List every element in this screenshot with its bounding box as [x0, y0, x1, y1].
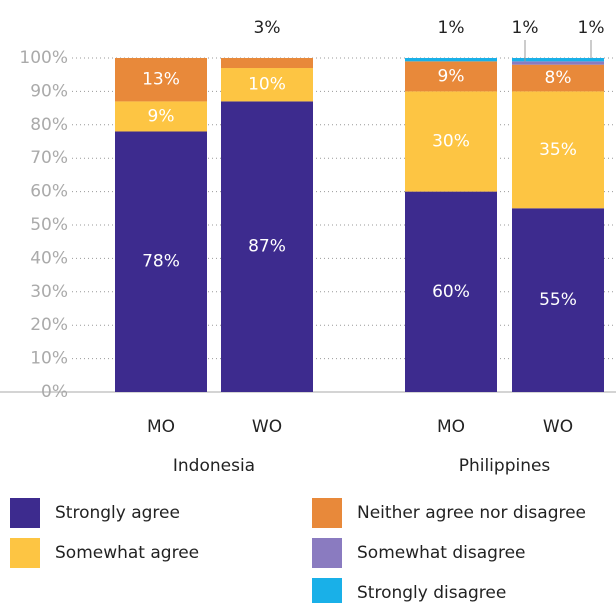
x-tick-label: WO — [252, 417, 282, 437]
group-label: Philippines — [459, 456, 551, 476]
bar-segment — [512, 61, 604, 65]
bar-segment — [115, 101, 207, 132]
legend-swatch — [312, 498, 342, 528]
x-tick-label: WO — [543, 417, 573, 437]
y-tick-label: 60% — [30, 182, 68, 202]
data-label: 1% — [578, 18, 605, 38]
legend-swatch — [10, 498, 40, 528]
y-tick-label: 10% — [30, 349, 68, 369]
data-label: 1% — [512, 18, 539, 38]
data-label: 3% — [254, 18, 281, 38]
data-label: 35% — [539, 140, 577, 160]
group-label: Indonesia — [173, 456, 255, 476]
bar-segment — [115, 131, 207, 393]
data-label: 30% — [432, 132, 470, 152]
data-label: 1% — [438, 18, 465, 38]
legend-label: Strongly agree — [55, 503, 180, 523]
legend-swatch — [10, 538, 40, 568]
y-tick-label: 30% — [30, 282, 68, 302]
bar-segment — [405, 61, 497, 92]
bar-segment — [221, 58, 313, 69]
data-label: 9% — [148, 106, 175, 126]
legend-swatch — [312, 538, 342, 568]
data-label: 60% — [432, 282, 470, 302]
bar-segment — [512, 58, 604, 62]
data-label: 78% — [142, 252, 180, 272]
bar-segment — [221, 68, 313, 102]
bar-segment — [512, 64, 604, 92]
y-tick-label: 20% — [30, 315, 68, 335]
bar-segment — [512, 91, 604, 209]
bar-segment — [512, 208, 604, 392]
y-tick-label: 70% — [30, 148, 68, 168]
legend-label: Somewhat disagree — [357, 543, 526, 563]
legend-label: Somewhat agree — [55, 543, 199, 563]
x-tick-label: MO — [437, 417, 465, 437]
y-tick-label: 100% — [19, 48, 68, 68]
bar-segment — [405, 58, 497, 62]
bar-segment — [221, 101, 313, 393]
data-label: 8% — [545, 68, 572, 88]
data-label: 87% — [248, 237, 286, 257]
bar-segment — [115, 58, 207, 102]
legend-swatch — [312, 578, 342, 603]
y-tick-label: 40% — [30, 248, 68, 268]
legend-label: Neither agree nor disagree — [357, 503, 586, 523]
x-tick-label: MO — [147, 417, 175, 437]
y-tick-label: 90% — [30, 81, 68, 101]
legend-label: Strongly disagree — [357, 583, 506, 603]
y-tick-label: 50% — [30, 215, 68, 235]
bar-segment — [405, 191, 497, 392]
bar-segment — [405, 91, 497, 192]
data-label: 55% — [539, 290, 577, 310]
data-label: 9% — [438, 66, 465, 86]
data-label: 10% — [248, 75, 286, 95]
y-tick-label: 80% — [30, 115, 68, 135]
data-label: 13% — [142, 70, 180, 90]
